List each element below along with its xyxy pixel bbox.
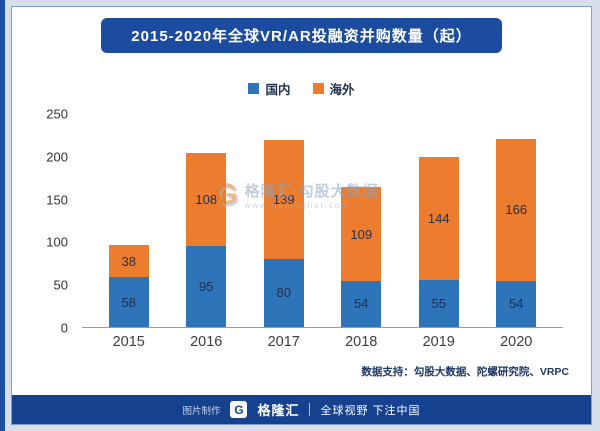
bar-segment-海外-2018: 109 [341, 187, 382, 281]
bar-segment-国内-2016: 95 [186, 245, 227, 327]
y-tick-label: 50 [53, 277, 68, 293]
bar-segment-国内-2020: 54 [496, 280, 537, 327]
legend-swatch [248, 83, 260, 94]
y-tick-label: 0 [60, 320, 68, 336]
bar-value-label: 58 [121, 294, 136, 310]
bar-value-label: 109 [350, 226, 373, 242]
bar-segment-海外-2017: 139 [263, 139, 304, 259]
bar-value-label: 95 [199, 278, 214, 294]
y-tick-label: 200 [46, 149, 68, 165]
x-axis-label-2018: 2018 [345, 334, 378, 350]
legend-item-国内: 国内 [248, 79, 291, 98]
legend-label: 国内 [265, 83, 291, 97]
bar-segment-海外-2019: 144 [418, 156, 459, 280]
bar-2017: 80 139 [263, 139, 304, 327]
bar-segment-海外-2020: 166 [496, 138, 537, 281]
chart-legend: 国内 海外 [12, 79, 591, 98]
bar-segment-国内-2015: 58 [108, 277, 149, 327]
chart-title-banner: 2015-2020年全球VR/AR投融资并购数量（起） [101, 18, 502, 53]
x-axis-label-2020: 2020 [500, 334, 533, 350]
bar-value-label: 144 [427, 210, 450, 226]
bar-value-label: 54 [354, 296, 369, 312]
y-tick-label: 250 [46, 106, 68, 122]
bar-segment-国内-2019: 55 [418, 279, 459, 327]
bars-row: 58 38 95 108 80 139 54 109 55 144 54 166 [82, 114, 563, 328]
chart-card: 2015-2020年全球VR/AR投融资并购数量（起） 国内 海外 0 50 100 1… [11, 6, 592, 425]
legend-item-海外: 海外 [312, 79, 355, 98]
footer-brand-name: 格隆汇 [257, 403, 300, 418]
y-axis: 0 50 100 150 200 250 [30, 107, 82, 336]
bar-value-label: 80 [276, 285, 291, 301]
x-axis-label-2016: 2016 [190, 334, 223, 350]
legend-swatch [312, 83, 324, 94]
x-axis-label-2019: 2019 [422, 334, 455, 350]
footer-divider [309, 403, 311, 416]
bar-value-label: 55 [431, 295, 446, 311]
x-axis-label-2017: 2017 [267, 334, 300, 350]
bar-value-label: 54 [509, 296, 524, 312]
bar-value-label: 108 [195, 191, 218, 207]
bar-segment-国内-2018: 54 [341, 280, 382, 327]
bar-segment-国内-2017: 80 [263, 258, 304, 327]
bar-value-label: 38 [121, 253, 136, 269]
left-accent-strip [0, 0, 5, 431]
brand-logo-icon: G [230, 401, 248, 418]
bar-value-label: 139 [272, 191, 295, 207]
bar-2016: 95 108 [186, 153, 227, 327]
bar-2015: 58 38 [108, 244, 149, 327]
bar-value-label: 166 [505, 202, 528, 218]
x-axis-label-2015: 2015 [112, 334, 145, 350]
y-tick-label: 150 [46, 192, 68, 208]
y-tick-label: 100 [46, 234, 68, 250]
x-axis: 2015 2016 2017 2018 2019 2020 [82, 334, 563, 350]
bar-segment-海外-2016: 108 [186, 153, 227, 246]
footer-slogan: 全球视野 下注中国 [320, 404, 421, 417]
legend-label: 海外 [329, 83, 355, 97]
plot-area: 0 50 100 150 200 250 58 38 95 108 80 139 54 109 55 144… [30, 107, 563, 336]
bar-2018: 54 109 [341, 187, 382, 327]
bar-segment-海外-2015: 38 [108, 244, 149, 278]
footer-credit-label: 图片制作 [182, 405, 221, 417]
bar-2019: 55 144 [418, 156, 459, 327]
footer-bar: 图片制作 G 格隆汇 全球视野 下注中国 [12, 395, 591, 424]
bar-2020: 54 166 [496, 138, 537, 327]
data-source-note: 数据支持：勾股大数据、陀螺研究院、VRPC [361, 366, 569, 378]
